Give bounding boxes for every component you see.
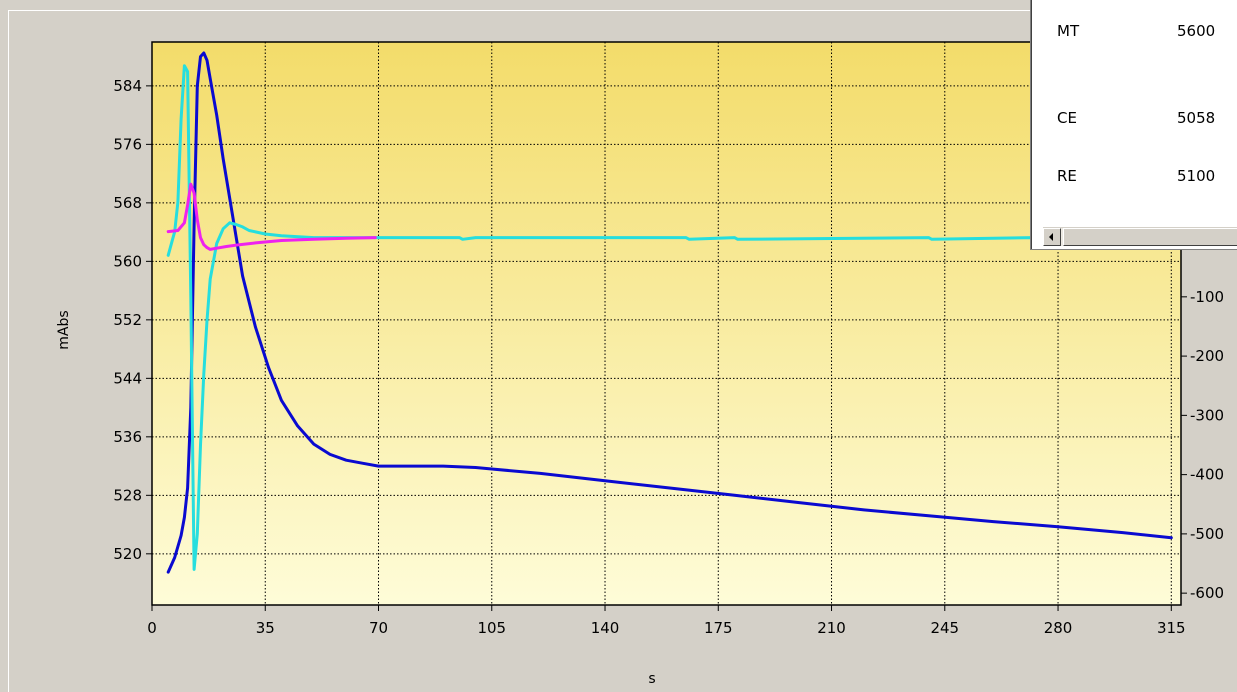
y-tick-label: 576 bbox=[113, 135, 142, 153]
y2-tick-label: -100 bbox=[1190, 288, 1224, 306]
x-tick-label: 105 bbox=[477, 619, 506, 637]
x-tick-label: 280 bbox=[1044, 619, 1073, 637]
grid bbox=[152, 42, 1181, 605]
y2-tick-label: -200 bbox=[1190, 347, 1224, 365]
x-axis-title: s bbox=[648, 671, 655, 687]
y-tick-label: 560 bbox=[113, 252, 142, 270]
plot-border bbox=[151, 41, 1182, 606]
y2-tick-label: -500 bbox=[1190, 525, 1224, 543]
ticks: 0 35 70 105 140 175 210 245 280 315 520 528 536 544 55… bbox=[113, 77, 1224, 637]
arrow-left-icon bbox=[1049, 233, 1053, 241]
y2-tick-label: -600 bbox=[1190, 584, 1224, 602]
x-tick-label: 35 bbox=[256, 619, 275, 637]
series-line-2 bbox=[166, 182, 377, 251]
series-layer bbox=[166, 51, 1181, 574]
y-tick-label: 584 bbox=[113, 77, 142, 95]
x-tick-label: 140 bbox=[591, 619, 620, 637]
chart-frame bbox=[8, 10, 1237, 692]
legend-row-ce: CE 5058 bbox=[1057, 107, 1237, 131]
legend-value: 5100 bbox=[1177, 167, 1216, 185]
x-tick-label: 0 bbox=[147, 619, 157, 637]
x-tick-label: 210 bbox=[817, 619, 846, 637]
x-tick-label: 245 bbox=[930, 619, 959, 637]
legend-name: RE bbox=[1057, 167, 1077, 185]
y-tick-label: 544 bbox=[113, 369, 142, 387]
y-tick-label: 528 bbox=[113, 486, 142, 504]
x-tick-label: 315 bbox=[1157, 619, 1186, 637]
scroll-thumb[interactable] bbox=[1063, 228, 1237, 246]
y-axis-title: mAbs bbox=[56, 310, 72, 349]
legend-name: CE bbox=[1057, 109, 1077, 127]
y-tick-label: 536 bbox=[113, 428, 142, 446]
legend-row-re: RE 5100 bbox=[1057, 165, 1237, 189]
y-tick-label: 520 bbox=[113, 545, 142, 563]
series-value-panel: MT 5600 CE 5058 RE 5100 bbox=[1030, 0, 1237, 250]
legend-row-mt: MT 5600 bbox=[1057, 20, 1237, 44]
x-tick-label: 175 bbox=[704, 619, 733, 637]
y-tick-label: 552 bbox=[113, 311, 142, 329]
y-tick-label: 568 bbox=[113, 194, 142, 212]
legend-name: MT bbox=[1057, 22, 1080, 40]
scroll-left-button[interactable] bbox=[1043, 228, 1061, 246]
horizontal-scrollbar[interactable] bbox=[1043, 227, 1237, 246]
legend-value: 5058 bbox=[1177, 109, 1216, 127]
legend-value: 5600 bbox=[1177, 22, 1216, 40]
plot-area bbox=[152, 42, 1181, 605]
series-line-1 bbox=[166, 64, 1181, 571]
x-tick-label: 70 bbox=[369, 619, 388, 637]
series-line-0 bbox=[166, 51, 1173, 574]
y2-tick-label: -300 bbox=[1190, 406, 1224, 424]
y2-tick-label: -400 bbox=[1190, 466, 1224, 484]
